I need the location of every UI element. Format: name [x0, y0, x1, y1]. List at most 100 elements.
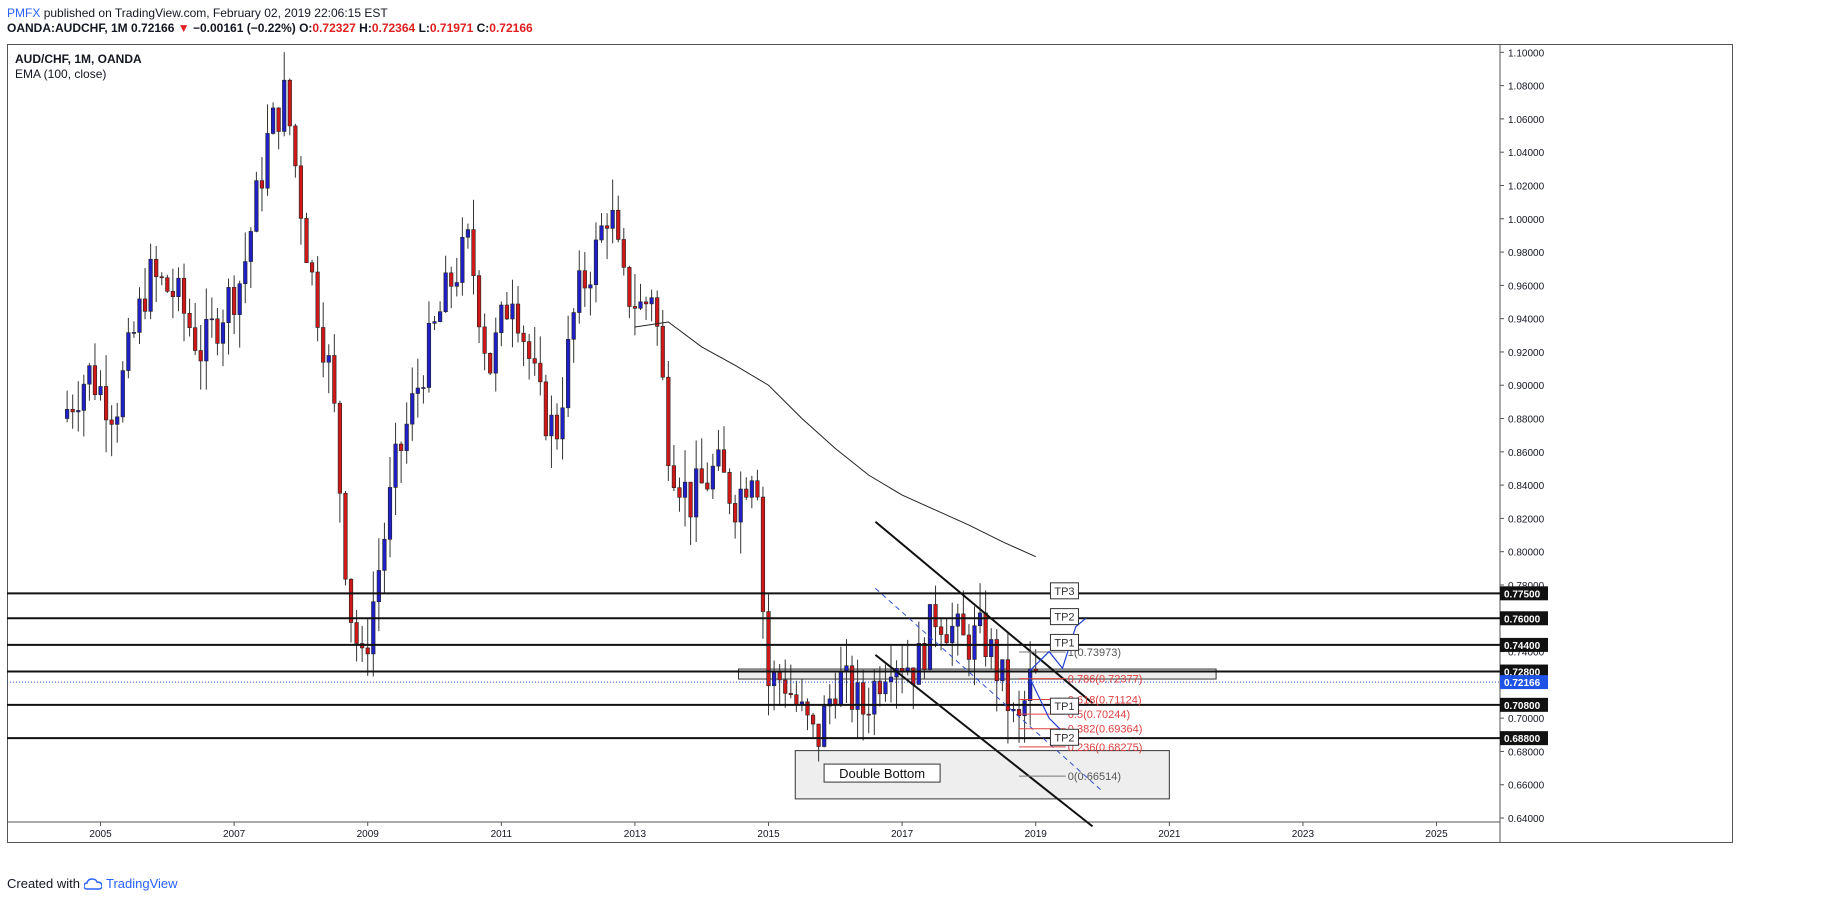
candle-body	[326, 355, 331, 363]
price-tick-label: 0.82000	[1508, 514, 1545, 525]
cloud-icon	[83, 877, 102, 890]
level-price-tag	[1500, 611, 1548, 626]
candle-body	[694, 468, 699, 518]
time-tick-label: 2019	[1025, 829, 1048, 840]
candle-body	[187, 313, 192, 329]
candle-body	[833, 698, 838, 705]
level-price-tag	[1500, 697, 1548, 712]
candle-body	[276, 107, 281, 132]
target-box	[1049, 582, 1079, 600]
level-price-tag	[1500, 664, 1548, 679]
candle-body	[944, 634, 949, 644]
candle-body	[571, 312, 576, 340]
level-price-label: 0.68800	[1504, 734, 1541, 745]
price-tick-label: 0.92000	[1508, 348, 1545, 359]
fib-level-label: 0.382(0.69364)	[1068, 724, 1143, 736]
candle-body	[950, 625, 955, 644]
price-tick-label: 0.96000	[1508, 281, 1545, 292]
candle-body	[298, 165, 304, 219]
time-tick-label: 2021	[1158, 829, 1181, 840]
price-chart[interactable]: 1.10000 1.08000 1.06000 1.04000 1.02000 1.000…	[7, 44, 1733, 843]
candle-body	[983, 612, 988, 657]
candle-body	[777, 672, 782, 681]
legend-symbol[interactable]: AUD/CHF, 1M, OANDA	[15, 52, 142, 66]
publisher-name[interactable]: PMFX	[7, 6, 41, 20]
candle-body	[159, 276, 164, 279]
target-box	[1049, 608, 1079, 626]
candle-body	[643, 301, 649, 305]
tradingview-link[interactable]: TradingView	[105, 876, 178, 891]
close-value: 0.72166	[489, 21, 533, 35]
price-tick-label: 0.66000	[1508, 781, 1545, 792]
candle-body	[476, 275, 482, 328]
candle-body	[120, 370, 125, 418]
target-box	[1049, 633, 1079, 651]
symbol-label: OANDA:AUDCHF, 1M	[7, 21, 128, 35]
candle-body	[126, 332, 131, 371]
candle-body	[271, 107, 276, 134]
candle-body	[209, 318, 214, 321]
candle-body	[104, 386, 109, 421]
candle-body	[387, 487, 393, 540]
candle-body	[727, 472, 732, 504]
candle-body	[181, 277, 187, 314]
price-tick-label: 0.90000	[1508, 381, 1545, 392]
price-tick-label: 0.86000	[1508, 448, 1545, 459]
price-tick-label: 0.68000	[1508, 747, 1545, 758]
candle-body	[421, 387, 426, 389]
candle-body	[994, 639, 999, 682]
candle-body	[671, 465, 676, 489]
candle-body	[237, 283, 242, 315]
fib-level-label: 0.786(0.72377)	[1068, 674, 1143, 686]
candle-body	[482, 326, 487, 354]
candle-body	[438, 311, 443, 322]
candle-body	[142, 298, 148, 312]
price-tick-label: 1.08000	[1508, 82, 1545, 93]
time-tick-label: 2009	[357, 829, 380, 840]
candle-body	[560, 407, 565, 440]
open-value: 0.72327	[312, 21, 356, 35]
time-tick-label: 2013	[624, 829, 647, 840]
candle-body	[449, 272, 454, 287]
price-tick-label: 0.94000	[1508, 315, 1545, 326]
candle-body	[226, 287, 231, 324]
candle-body	[109, 419, 114, 425]
candle-body	[877, 680, 882, 695]
candle-body	[961, 613, 966, 636]
annotation-label: Double Bottom	[839, 766, 925, 781]
candle-body	[610, 209, 615, 229]
chart-legend: AUD/CHF, 1M, OANDA EMA (100, close)	[15, 52, 142, 82]
high-label: H:	[359, 21, 372, 35]
candle-body	[599, 225, 604, 241]
candle-body	[488, 353, 493, 374]
candle-body	[766, 611, 771, 687]
price-tick-label: 0.84000	[1508, 481, 1545, 492]
close-label: C:	[476, 21, 490, 35]
price-tick-label: 0.98000	[1508, 248, 1545, 259]
candle-body	[749, 480, 754, 498]
candle-body	[593, 239, 599, 286]
candle-body	[115, 416, 120, 425]
time-tick-label: 2005	[89, 829, 112, 840]
footer: Created with TradingView	[7, 876, 178, 891]
time-tick-label: 2017	[891, 829, 914, 840]
candle-body	[98, 386, 103, 396]
candle-body	[309, 262, 315, 273]
candle-body	[532, 358, 537, 364]
channel-line	[874, 520, 1094, 704]
fib-level-label: 1(0.73973)	[1068, 647, 1121, 659]
time-tick-label: 2007	[223, 829, 246, 840]
candle-body	[588, 284, 593, 289]
level-price-tag	[1500, 637, 1548, 652]
candle-body	[710, 465, 715, 490]
level-price-tag	[1500, 731, 1548, 746]
candle-body	[1005, 659, 1010, 712]
legend-indicator[interactable]: EMA (100, close)	[15, 67, 107, 81]
candle-body	[70, 408, 75, 413]
candle-body	[822, 705, 827, 747]
candle-body	[682, 481, 688, 498]
candle-body	[649, 297, 654, 305]
candle-body	[933, 604, 938, 628]
chart-area[interactable]: 1.10000 1.08000 1.06000 1.04000 1.02000 1.000…	[7, 44, 1733, 843]
publish-info: published on TradingView.com, February 0…	[43, 6, 388, 20]
